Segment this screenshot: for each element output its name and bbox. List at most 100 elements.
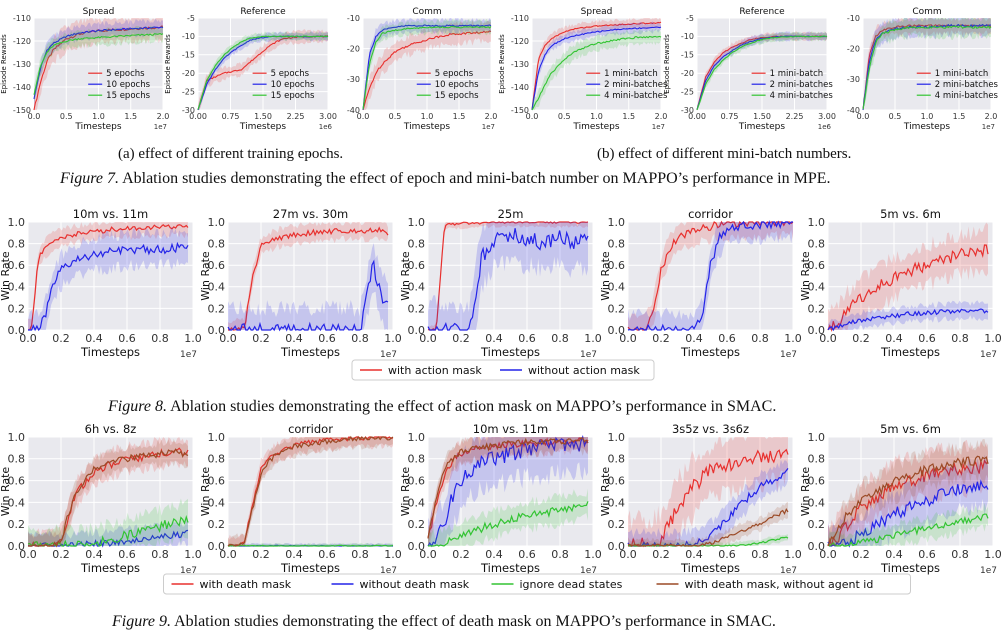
y-tick-label: 1.0 [608, 216, 626, 229]
x-tick-label: 0.6 [718, 548, 736, 561]
legend-label: 10 epochs [271, 80, 315, 90]
x-tick-label: 0.4 [485, 332, 503, 345]
chart-16: 0.0 0.2 0.4 0.6 0.8 1.0 0.0 0.2 0.4 0.6 0.8 1.0 5m v… [799, 422, 1002, 576]
series-band-red [228, 437, 393, 546]
y-tick-label: 0.6 [208, 474, 226, 487]
y-tick-label: 0.0 [408, 324, 426, 337]
x-axis-label: Timesteps [738, 122, 785, 132]
series-band-red [228, 222, 388, 330]
x-axis-label: Timesteps [80, 561, 140, 575]
y-tick-label: -130 [511, 60, 529, 69]
y-tick-label: -130 [13, 60, 31, 69]
x-tick-label: 1.0 [184, 548, 202, 561]
x-tick-label: 2.0 [157, 112, 170, 121]
x-tick-label: 0.5 [60, 112, 73, 121]
chart-11: 0.0 0.2 0.4 0.6 0.8 1.0 0.0 0.2 0.4 0.6 0.8 1.0 5m v… [799, 207, 1002, 360]
series-band-brown [628, 501, 788, 546]
y-tick-label: -15 [681, 51, 694, 60]
legend-label: 5 epochs [435, 69, 474, 79]
series-line-red [531, 21, 662, 110]
y-axis-label: Episode Rewards [498, 34, 506, 94]
x-tick-label: 0.00 [189, 112, 207, 121]
x-tick-label: 0.0 [419, 332, 437, 345]
x-axis-label: Timesteps [880, 345, 940, 359]
series-band-blue [628, 222, 793, 330]
x-tick-label: 0.8 [351, 332, 369, 345]
y-axis-label: Win Rate [199, 251, 212, 301]
legend-label: 10 epochs [435, 80, 479, 90]
x-tick-label: 0.8 [151, 332, 169, 345]
x-tick-label: 0.75 [721, 112, 739, 121]
x-axis-label: Timesteps [480, 345, 540, 359]
y-tick-label: -25 [681, 87, 694, 96]
chart-title: 10m vs. 11m [473, 422, 548, 436]
x-offset-label: 1e7 [180, 350, 197, 360]
x-tick-label: 0.5 [389, 112, 402, 121]
x-tick-label: 2.25 [287, 112, 305, 121]
x-offset-label: 1e7 [154, 123, 167, 131]
y-tick-label: -120 [511, 37, 529, 46]
y-tick-label: 0.6 [208, 259, 226, 272]
x-tick-label: 1.0 [384, 548, 402, 561]
x-axis-label: Timesteps [903, 122, 950, 132]
y-tick-label: 0.8 [608, 237, 626, 250]
y-tick-label: -5 [187, 14, 195, 23]
series-band-blue [428, 222, 588, 330]
x-tick-label: 0.4 [285, 548, 303, 561]
x-tick-label: 0.6 [118, 332, 136, 345]
chart-title: corridor [288, 422, 333, 436]
x-offset-label: 1e7 [482, 123, 495, 131]
x-tick-label: 1.5 [622, 112, 635, 121]
x-tick-label: 0.2 [452, 548, 470, 561]
series-line-blue [27, 529, 189, 548]
series-line-brown [427, 437, 589, 539]
series-band-blue [428, 437, 588, 546]
y-tick-label: 0.8 [408, 237, 426, 250]
x-tick-label: 0.6 [918, 332, 936, 345]
y-axis-label: Win Rate [0, 251, 12, 301]
series-line-blue [531, 26, 662, 111]
series-line-blue [33, 26, 164, 100]
series-line-red [827, 244, 989, 333]
series-band-brown [828, 439, 988, 546]
x-tick-label: 0.4 [85, 332, 103, 345]
x-tick-label: 0.8 [551, 332, 569, 345]
series-line-blue [627, 220, 793, 331]
series-band-blue [828, 300, 988, 330]
chart-title: Reference [240, 7, 286, 17]
legend-label: with action mask [388, 364, 482, 377]
x-axis-label: Timesteps [403, 122, 450, 132]
legend-label: 15 epochs [106, 91, 150, 101]
y-tick-label: -5 [686, 14, 694, 23]
legend-label: with death mask, without agent id [685, 578, 874, 591]
x-tick-label: 0.0 [857, 112, 870, 121]
series-band-red [628, 222, 793, 330]
x-tick-label: 1.5 [124, 112, 137, 121]
legend-label: without death mask [360, 578, 470, 591]
x-axis-label: Timesteps [680, 345, 740, 359]
x-tick-label: 1.0 [921, 112, 934, 121]
x-tick-label: 0.0 [619, 332, 637, 345]
y-tick-label: 0.2 [608, 302, 626, 315]
y-tick-label: 1.0 [408, 216, 426, 229]
x-tick-label: 1.0 [984, 548, 1002, 561]
series-line-blue [627, 468, 789, 548]
x-tick-label: 0.8 [351, 548, 369, 561]
y-tick-label: -10 [847, 14, 860, 23]
series-line-brown [28, 448, 189, 548]
figure7-text: Ablation studies demonstrating the effec… [118, 170, 831, 187]
y-tick-label: 0.6 [8, 474, 26, 487]
y-axis-label: Win Rate [199, 467, 212, 517]
series-line-blue [28, 241, 189, 332]
plot-area [228, 222, 393, 330]
y-axis-label: Win Rate [399, 251, 412, 301]
x-axis-label: Timesteps [880, 561, 940, 575]
x-tick-label: 2.25 [786, 112, 804, 121]
chart-7: 0.0 0.2 0.4 0.6 0.8 1.0 0.0 0.2 0.4 0.6 0.8 1.0 10m … [0, 207, 202, 360]
x-tick-label: 0.5 [889, 112, 902, 121]
x-tick-label: 0.5 [558, 112, 571, 121]
y-tick-label: 0.2 [208, 302, 226, 315]
x-tick-label: 1.0 [92, 112, 105, 121]
x-axis-label: Timesteps [280, 345, 340, 359]
chart-4: 0.0 0.5 1.0 1.5 2.0 -150 -140 -130 -120 -110 Sprea… [498, 7, 668, 132]
